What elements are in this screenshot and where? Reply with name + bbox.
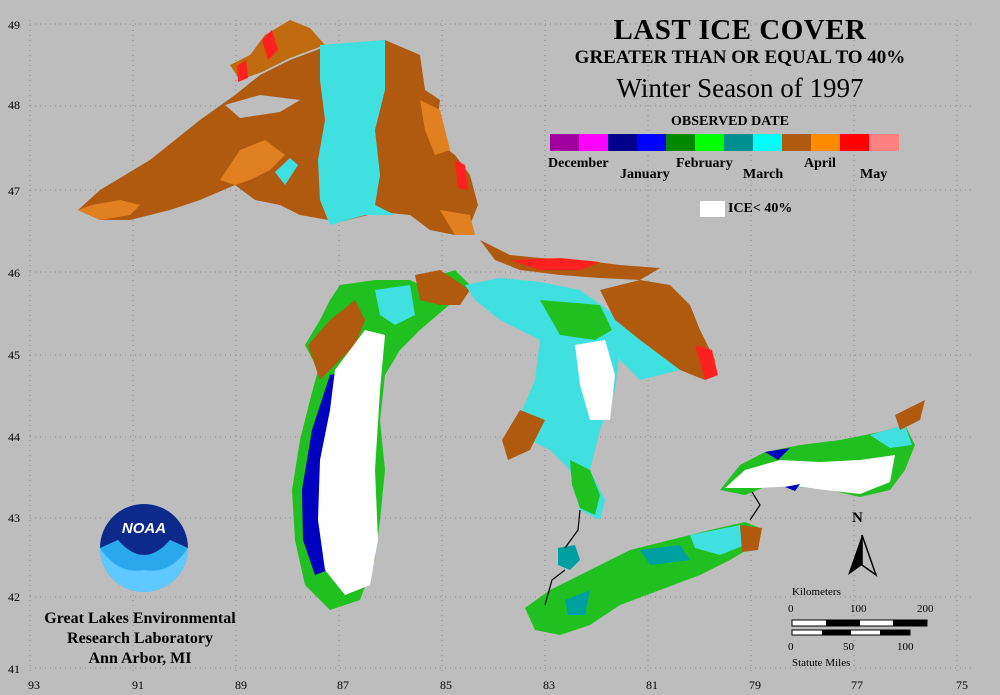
legend-color-bar <box>550 134 899 151</box>
legend-swatch <box>666 134 696 151</box>
lon-label: 75 <box>956 678 968 692</box>
lake-michigan <box>292 270 470 610</box>
lake-huron <box>465 278 718 520</box>
ice-legend-label: ICE< 40% <box>728 201 793 216</box>
lake-superior <box>78 20 478 235</box>
scale-km-tick: 0 <box>788 603 794 615</box>
title-threshold: GREATER THAN OR EQUAL TO 40% <box>574 47 906 68</box>
institution-line2: Research Laboratory <box>67 630 213 647</box>
north-arrow <box>848 534 878 577</box>
scale-km-tick: 200 <box>917 603 934 615</box>
legend-label-january: January <box>620 167 670 182</box>
noaa-logo: NOAA <box>100 504 188 592</box>
scale-km-tick: 100 <box>850 603 867 615</box>
lon-label: 81 <box>646 678 658 692</box>
lon-label: 87 <box>337 678 349 692</box>
institution-line1: Great Lakes Environmental <box>44 610 236 627</box>
title-season: Winter Season of 1997 <box>616 73 864 103</box>
legend-swatch <box>782 134 812 151</box>
legend-heading: OBSERVED DATE <box>671 114 789 129</box>
lat-label: 48 <box>8 98 20 112</box>
legend-label-december: December <box>548 156 609 171</box>
legend-label-may: May <box>860 167 888 182</box>
legend-swatch <box>840 134 870 151</box>
scale-mi-tick: 0 <box>788 641 794 653</box>
scale-km-label: Kilometers <box>792 586 841 598</box>
lon-label: 79 <box>749 678 761 692</box>
institution-line3: Ann Arbor, MI <box>88 650 192 667</box>
scale-mi-tick: 50 <box>843 641 854 653</box>
lon-label: 91 <box>132 678 144 692</box>
lon-label: 89 <box>235 678 247 692</box>
title-main: LAST ICE COVER <box>613 14 867 46</box>
scale-bar <box>791 619 928 636</box>
legend-swatch <box>695 134 725 151</box>
lake-st-clair <box>558 545 580 570</box>
legend-swatch <box>608 134 638 151</box>
lat-label: 47 <box>8 184 20 198</box>
scale-mi-label: Statute Miles <box>792 657 851 669</box>
legend-label-february: February <box>676 156 733 171</box>
legend-swatch <box>579 134 609 151</box>
ice-legend-swatch <box>700 201 725 217</box>
lat-label: 43 <box>8 511 20 525</box>
lat-label: 41 <box>8 662 20 676</box>
legend-swatch <box>637 134 667 151</box>
legend-swatch <box>724 134 754 151</box>
north-label: N <box>852 510 863 526</box>
legend-swatch <box>753 134 783 151</box>
lon-label: 83 <box>543 678 555 692</box>
lat-label: 42 <box>8 590 20 604</box>
legend-swatch <box>869 134 899 151</box>
lake-erie <box>525 522 762 635</box>
lat-label: 46 <box>8 266 20 280</box>
lon-label: 85 <box>440 678 452 692</box>
legend-label-march: March <box>743 167 784 182</box>
lat-label: 44 <box>8 430 20 444</box>
lat-label: 49 <box>8 18 20 32</box>
lon-label: 77 <box>851 678 863 692</box>
noaa-logo-text: NOAA <box>122 520 166 537</box>
north-channel <box>480 240 660 280</box>
lon-label: 93 <box>28 678 40 692</box>
legend-swatch <box>811 134 841 151</box>
connecting-rivers <box>544 491 761 606</box>
legend-swatch <box>550 134 580 151</box>
lat-label: 45 <box>8 348 20 362</box>
scale-mi-tick: 100 <box>897 641 914 653</box>
legend-label-april: April <box>804 156 836 171</box>
lake-ontario <box>720 400 925 497</box>
